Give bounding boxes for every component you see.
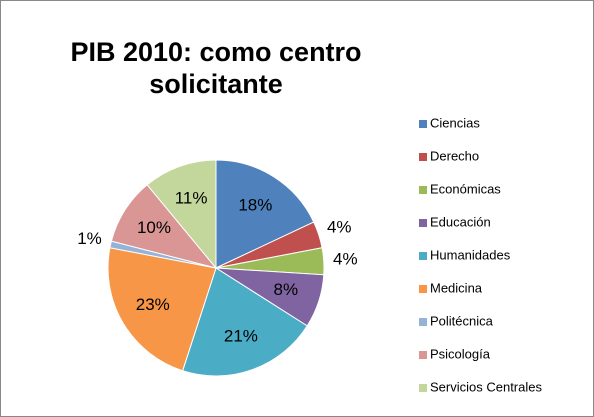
data-label: 21%: [224, 327, 258, 346]
legend-swatch: [419, 120, 427, 128]
data-label: 8%: [274, 280, 299, 299]
legend-label: Psicología: [430, 346, 491, 361]
pie-slice: [215, 159, 315, 269]
data-label: 4%: [327, 217, 352, 236]
pie-slice: [146, 159, 217, 270]
legend-label: Ciencias: [430, 115, 480, 130]
legend-swatch: [419, 252, 427, 260]
legend-swatch: [419, 318, 427, 326]
legend-label: Derecho: [430, 148, 479, 163]
data-label: 23%: [136, 295, 170, 314]
legend-label: Humanidades: [430, 247, 511, 262]
legend-label: Servicios Centrales: [430, 379, 542, 394]
data-label: 11%: [175, 188, 208, 207]
legend-swatch: [419, 219, 427, 227]
data-label: 18%: [238, 195, 272, 214]
legend-label: Educación: [430, 214, 491, 229]
pie-slice: [107, 247, 217, 372]
data-label: 1%: [77, 229, 102, 248]
legend-swatch: [419, 351, 427, 359]
legend-swatch: [419, 384, 427, 392]
legend-label: Económicas: [430, 181, 501, 196]
legend-swatch: [419, 153, 427, 161]
data-label: 10%: [137, 218, 171, 237]
data-label: 4%: [333, 249, 358, 268]
legend-label: Medicina: [430, 280, 483, 295]
legend-swatch: [419, 186, 427, 194]
legend-swatch: [419, 285, 427, 293]
chart-title: PIB 2010: como centro solicitante: [70, 37, 362, 99]
pie-slice: [181, 267, 308, 377]
legend-label: Politécnica: [430, 313, 494, 328]
